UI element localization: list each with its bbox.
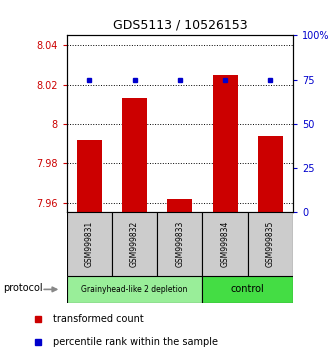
Bar <box>122 98 147 212</box>
Bar <box>202 276 293 303</box>
Text: Grainyhead-like 2 depletion: Grainyhead-like 2 depletion <box>81 285 188 294</box>
Bar <box>112 212 157 276</box>
Text: GSM999831: GSM999831 <box>85 221 94 267</box>
Bar <box>167 199 192 212</box>
Bar <box>157 212 202 276</box>
Text: GSM999832: GSM999832 <box>130 221 139 267</box>
Bar <box>258 136 283 212</box>
Text: control: control <box>231 284 265 295</box>
Bar <box>67 212 112 276</box>
Text: percentile rank within the sample: percentile rank within the sample <box>53 337 217 348</box>
Text: GSM999833: GSM999833 <box>175 221 184 268</box>
Title: GDS5113 / 10526153: GDS5113 / 10526153 <box>113 18 247 32</box>
Text: transformed count: transformed count <box>53 314 144 325</box>
Text: protocol: protocol <box>3 283 43 293</box>
Bar <box>77 139 102 212</box>
Bar <box>202 212 248 276</box>
Bar <box>248 212 293 276</box>
Text: GSM999834: GSM999834 <box>220 221 230 268</box>
Bar <box>213 75 237 212</box>
Bar <box>67 276 202 303</box>
Text: GSM999835: GSM999835 <box>266 221 275 268</box>
